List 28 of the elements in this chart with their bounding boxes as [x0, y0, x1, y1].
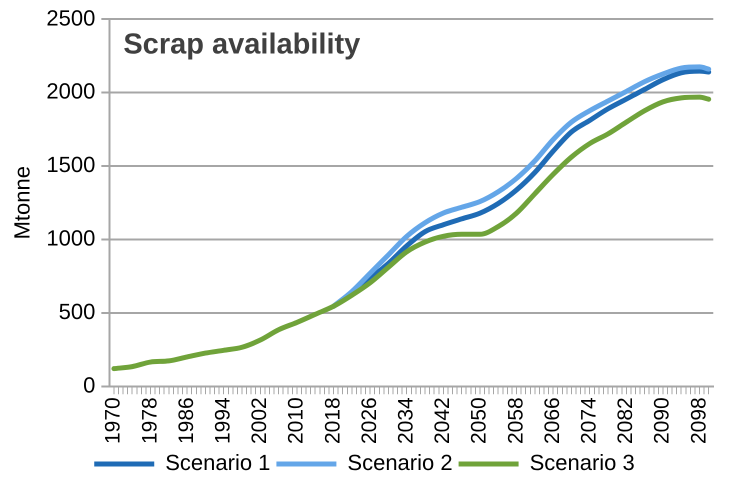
- x-tick-label: 2058: [504, 397, 528, 444]
- x-tick-label: 2002: [248, 397, 272, 444]
- x-tick-label: 2018: [321, 397, 344, 444]
- chart-title: Scrap availability: [123, 28, 360, 61]
- x-tick-label: 2042: [431, 397, 454, 444]
- x-tick-label: 2066: [540, 397, 564, 444]
- y-axis-title: Mtonne: [9, 166, 34, 240]
- legend-label: Scenario 3: [530, 450, 635, 476]
- y-tick-label: 2500: [46, 5, 96, 30]
- y-tick-label: 1500: [46, 152, 96, 178]
- x-tick-label: 1994: [212, 396, 235, 444]
- x-tick-label: 2026: [358, 397, 381, 444]
- y-tick-label: 0: [83, 372, 96, 398]
- y-tick-label: 500: [58, 298, 96, 324]
- x-tick-label: 2010: [284, 397, 308, 444]
- x-tick-label: 2074: [578, 396, 601, 444]
- x-tick-label: 2050: [468, 397, 491, 444]
- x-tick-label: 1970: [102, 397, 125, 444]
- legend-label: Scenario 1: [165, 450, 270, 476]
- x-tick-label: 2098: [687, 397, 710, 444]
- y-tick-label: 1000: [46, 226, 96, 251]
- x-tick-label: 1986: [174, 397, 198, 444]
- x-tick-label: 1978: [138, 397, 162, 444]
- y-tick-label: 2000: [46, 78, 96, 104]
- legend-label: Scenario 2: [347, 450, 453, 476]
- x-tick-label: 2090: [650, 397, 674, 444]
- x-tick-label: 2082: [614, 397, 638, 444]
- x-tick-label: 2034: [394, 396, 418, 444]
